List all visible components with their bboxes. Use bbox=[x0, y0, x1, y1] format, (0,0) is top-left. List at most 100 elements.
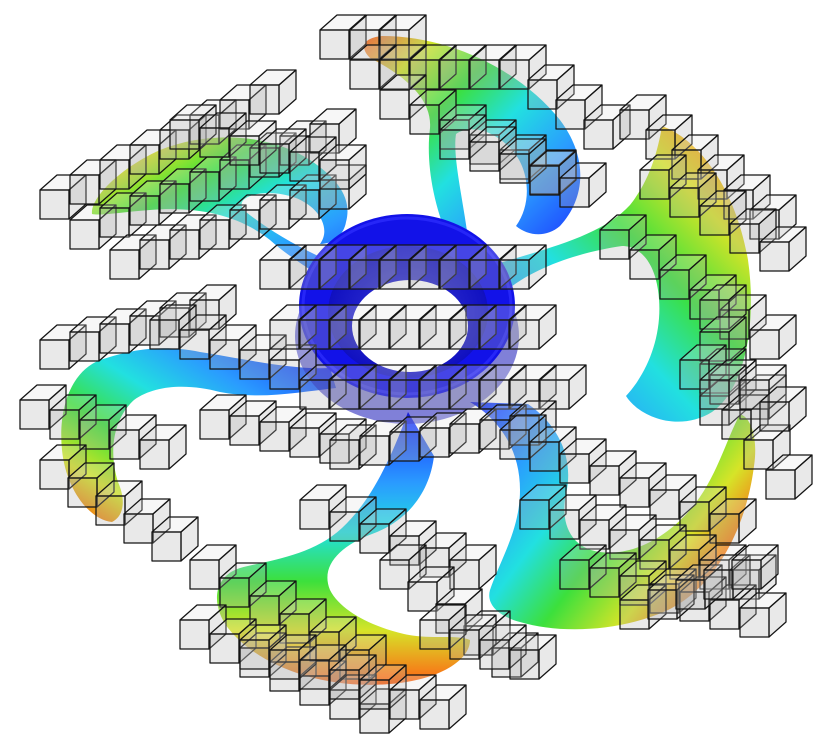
voxel-cube bbox=[299, 364, 347, 410]
voxel-cube bbox=[359, 508, 407, 554]
voxel-cube bbox=[189, 156, 237, 202]
voxel-cube bbox=[19, 384, 67, 430]
voxel-cube bbox=[759, 226, 807, 272]
voxel-cube bbox=[349, 14, 397, 60]
voxel-cube bbox=[289, 244, 337, 290]
voxel-cube bbox=[123, 498, 171, 544]
voxel-cube bbox=[189, 544, 237, 590]
voxel-cube bbox=[99, 308, 147, 354]
voxel-cube bbox=[647, 574, 695, 620]
voxel-cube bbox=[479, 364, 527, 410]
voxel-cube bbox=[675, 564, 723, 610]
voxel-cube bbox=[559, 438, 607, 484]
voxel-cube bbox=[629, 234, 677, 280]
voxel-cube bbox=[659, 254, 707, 300]
voxel-cube bbox=[239, 334, 287, 380]
voxel-cube bbox=[419, 684, 467, 730]
blade-left bbox=[61, 348, 336, 522]
voxel-cube bbox=[703, 554, 751, 600]
voxel-cube bbox=[439, 244, 487, 290]
voxel-cube bbox=[109, 234, 157, 280]
voxel-cube bbox=[619, 584, 667, 630]
voxel-cube bbox=[359, 304, 407, 350]
voxel-cube bbox=[329, 654, 377, 700]
voxel-cube bbox=[269, 634, 317, 680]
voxel-cube bbox=[479, 304, 527, 350]
voxel-cube bbox=[299, 304, 347, 350]
voxel-cube bbox=[439, 44, 487, 90]
voxel-cube bbox=[499, 44, 547, 90]
voxel-cube bbox=[589, 450, 637, 496]
voxel-cube bbox=[469, 244, 517, 290]
voxel-cube bbox=[619, 94, 667, 140]
voxel-cube bbox=[419, 604, 467, 650]
hub-ring-highlight bbox=[301, 216, 513, 396]
voxel-cube bbox=[469, 126, 517, 172]
voxel-cube bbox=[379, 244, 427, 290]
voxel-cube bbox=[469, 44, 517, 90]
voxel-cube bbox=[409, 244, 457, 290]
voxel-cube bbox=[151, 516, 199, 562]
voxel-cube bbox=[289, 136, 337, 182]
voxel-cube bbox=[139, 424, 187, 470]
voxel-cube bbox=[645, 114, 693, 160]
voxel-cube bbox=[319, 418, 367, 464]
voxel-cube bbox=[479, 404, 527, 450]
voxel-cube bbox=[319, 164, 367, 210]
voxel-cube bbox=[299, 644, 347, 690]
voxel-cube bbox=[449, 364, 497, 410]
voxel-cube bbox=[509, 364, 557, 410]
voxel-cube bbox=[49, 394, 97, 440]
voxel-cube bbox=[509, 304, 557, 350]
voxel-cube bbox=[279, 598, 327, 644]
voxel-cube bbox=[209, 324, 257, 370]
voxel-cube bbox=[249, 69, 297, 115]
voxel-cube bbox=[509, 634, 557, 680]
voxel-cube bbox=[549, 494, 597, 540]
voxel-cube bbox=[583, 104, 631, 150]
voxel-cube bbox=[259, 128, 307, 174]
voxel-cube bbox=[649, 474, 697, 520]
voxel-cube bbox=[499, 134, 547, 180]
voxel-cube bbox=[129, 129, 177, 175]
voxel-cube bbox=[519, 484, 567, 530]
voxel-cube bbox=[259, 244, 307, 290]
voxel-cube bbox=[379, 74, 427, 120]
blade-upper-right bbox=[470, 126, 751, 422]
voxel-cube bbox=[319, 244, 367, 290]
voxel-cube bbox=[709, 498, 757, 544]
voxel-cube bbox=[99, 192, 147, 238]
voxel-cube bbox=[449, 304, 497, 350]
voxel-cube bbox=[339, 634, 387, 680]
voxel-cube bbox=[731, 544, 779, 590]
voxel-cube bbox=[319, 144, 367, 190]
voxel-cube bbox=[599, 214, 647, 260]
voxel-cube bbox=[359, 664, 407, 710]
voxel-cube bbox=[499, 414, 547, 460]
voxel-cube bbox=[439, 114, 487, 160]
voxel-cube bbox=[679, 486, 727, 532]
voxel-cube bbox=[419, 364, 467, 410]
voxel-cube bbox=[589, 552, 637, 598]
voxel-cube bbox=[759, 386, 807, 432]
voxel-cube bbox=[69, 159, 117, 205]
voxel-cube bbox=[529, 426, 577, 472]
voxel-cube bbox=[529, 150, 577, 196]
voxel-cube bbox=[199, 394, 247, 440]
voxel-cube bbox=[419, 304, 467, 350]
voxel-cube bbox=[749, 194, 797, 240]
voxel-cube bbox=[109, 414, 157, 460]
voxel-cube bbox=[619, 462, 667, 508]
blade-top bbox=[364, 36, 581, 256]
voxel-cube bbox=[299, 484, 347, 530]
voxel-cube bbox=[179, 314, 227, 360]
voxel-cube bbox=[79, 404, 127, 450]
voxel-cube bbox=[639, 524, 687, 570]
voxel-cube bbox=[765, 454, 813, 500]
voxel-cube bbox=[149, 304, 197, 350]
voxel-cube bbox=[349, 244, 397, 290]
voxel-cube bbox=[249, 580, 297, 626]
voxel-cube bbox=[743, 424, 791, 470]
voxel-cube bbox=[69, 316, 117, 362]
voxel-cube bbox=[699, 380, 747, 426]
